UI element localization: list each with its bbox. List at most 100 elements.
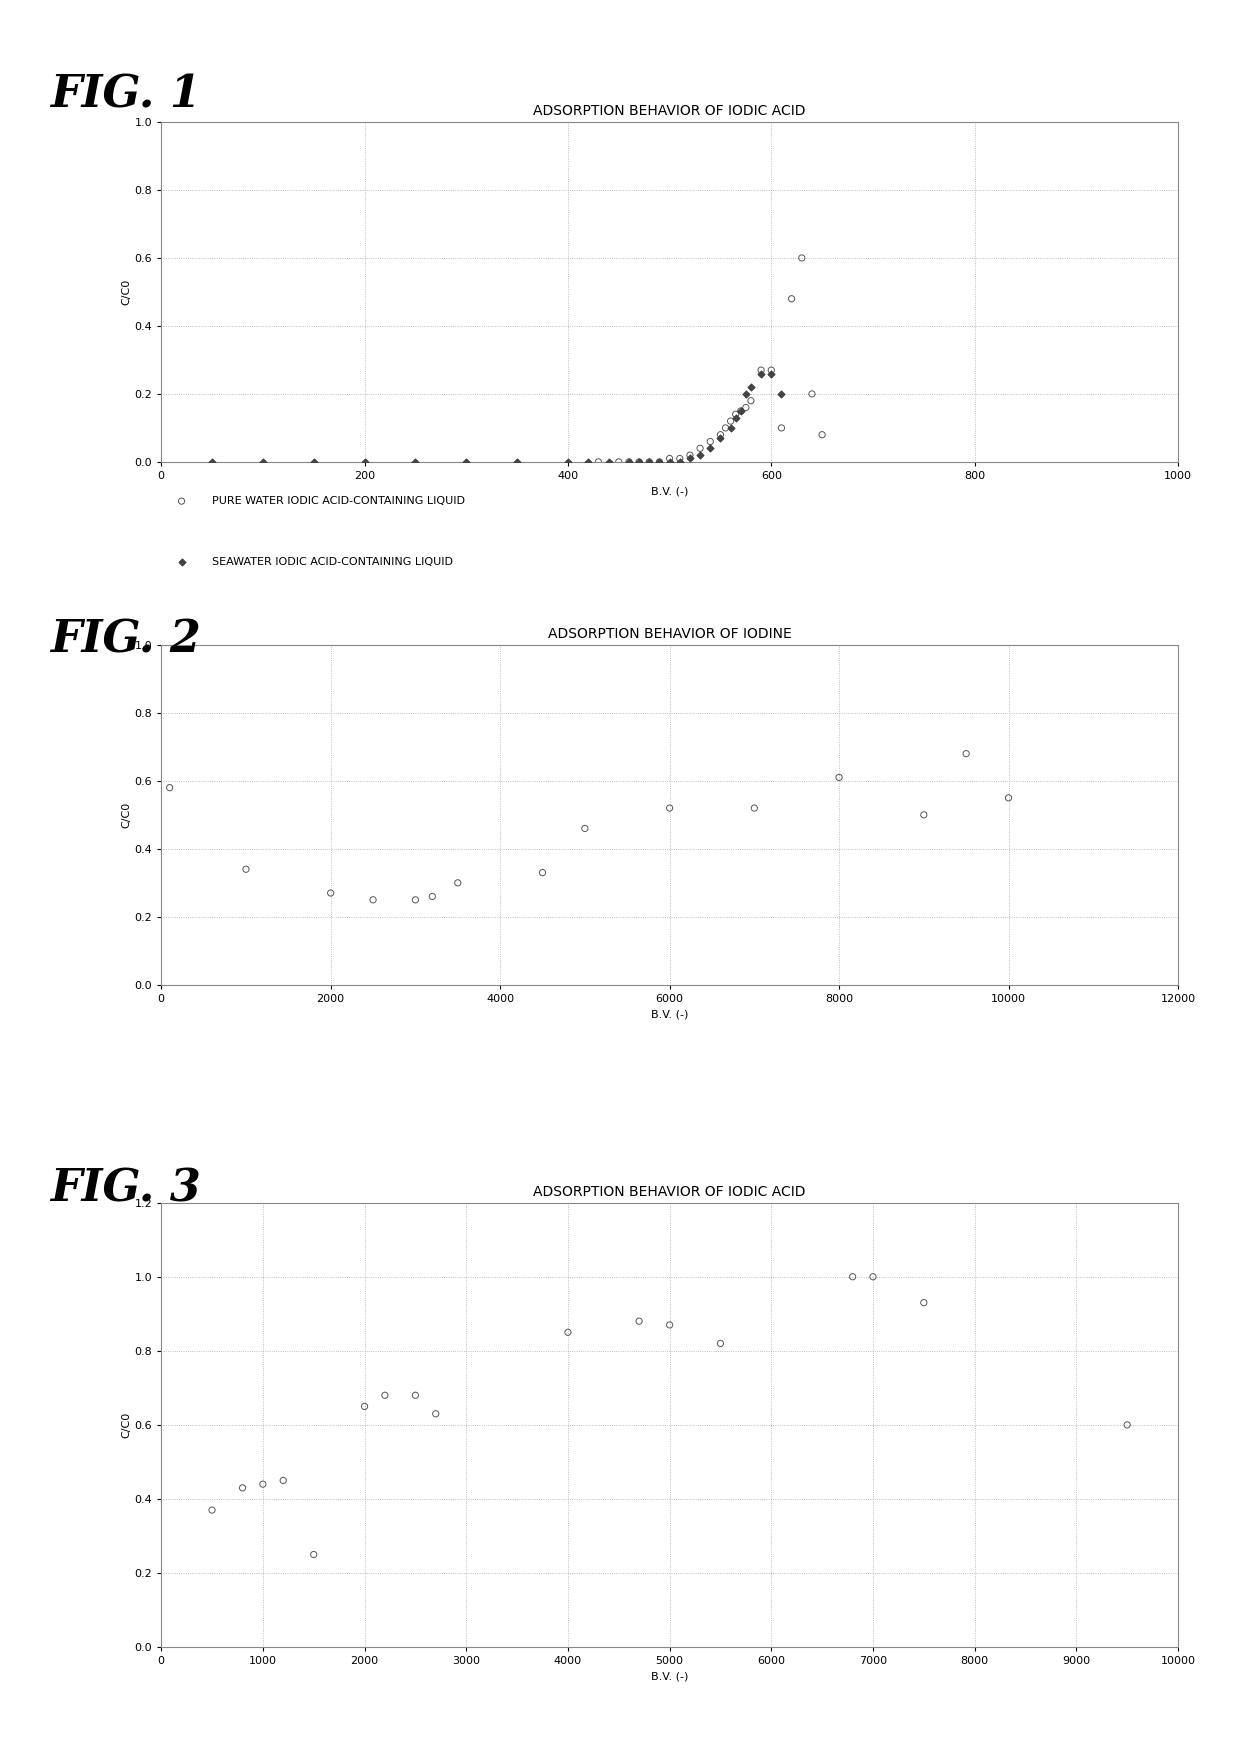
Point <box>321 878 341 906</box>
Point <box>640 448 660 476</box>
Point <box>589 448 609 476</box>
Point <box>761 359 781 387</box>
Point <box>691 441 711 469</box>
Text: PURE WATER IODIC ACID-CONTAINING LIQUID: PURE WATER IODIC ACID-CONTAINING LIQUID <box>212 497 465 505</box>
Point <box>507 448 527 476</box>
Point <box>725 401 745 429</box>
Point <box>423 882 443 910</box>
Point <box>802 380 822 408</box>
Point <box>670 448 689 476</box>
Point <box>160 774 180 802</box>
Point <box>725 404 745 432</box>
Point <box>660 1311 680 1339</box>
Point <box>1117 1412 1137 1440</box>
X-axis label: B.V. (-): B.V. (-) <box>651 1009 688 1020</box>
Point <box>711 420 730 448</box>
Point <box>737 380 756 408</box>
Point <box>737 394 756 422</box>
Point <box>374 1380 394 1408</box>
Point <box>575 814 595 842</box>
Y-axis label: C/C0: C/C0 <box>122 1412 131 1438</box>
Y-axis label: C/C0: C/C0 <box>122 279 131 305</box>
Point <box>304 1541 324 1569</box>
Point <box>742 387 761 415</box>
Point <box>629 1307 649 1335</box>
Point <box>830 763 849 791</box>
Point <box>670 444 689 472</box>
Text: FIG. 3: FIG. 3 <box>50 1168 201 1211</box>
Point <box>843 1262 863 1290</box>
Point <box>781 284 801 312</box>
Point <box>771 380 791 408</box>
Point <box>202 448 222 476</box>
Point <box>863 1262 883 1290</box>
Point <box>425 1400 445 1428</box>
Point <box>680 441 699 469</box>
Point <box>253 1471 273 1499</box>
Point <box>619 448 639 476</box>
Point <box>253 448 273 476</box>
Title: ADSORPTION BEHAVIOR OF IODINE: ADSORPTION BEHAVIOR OF IODINE <box>548 627 791 641</box>
Point <box>405 448 425 476</box>
Point <box>680 444 699 472</box>
Point <box>914 802 934 830</box>
Text: FIG. 2: FIG. 2 <box>50 619 201 662</box>
Point <box>456 448 476 476</box>
Point <box>742 373 761 401</box>
Point <box>405 1380 425 1408</box>
Point <box>812 420 832 448</box>
Point <box>304 448 324 476</box>
Point <box>715 415 735 443</box>
Point <box>730 397 750 425</box>
Point <box>730 397 750 425</box>
Point <box>998 784 1018 812</box>
Point <box>744 795 764 823</box>
Point <box>844 241 864 268</box>
Point <box>691 434 711 462</box>
Point <box>660 448 680 476</box>
Point <box>355 1393 374 1421</box>
Point <box>405 885 425 913</box>
Text: SEAWATER IODIC ACID-CONTAINING LIQUID: SEAWATER IODIC ACID-CONTAINING LIQUID <box>212 558 453 566</box>
Point <box>609 448 629 476</box>
Point <box>273 1466 293 1494</box>
Point <box>202 1495 222 1523</box>
Point <box>701 434 720 462</box>
X-axis label: B.V. (-): B.V. (-) <box>651 486 688 497</box>
Point <box>558 1318 578 1346</box>
Point <box>761 356 781 383</box>
Point <box>711 424 730 451</box>
Text: FIG. 1: FIG. 1 <box>50 73 201 117</box>
X-axis label: B.V. (-): B.V. (-) <box>651 1672 688 1682</box>
Point <box>558 448 578 476</box>
Point <box>619 448 639 476</box>
Point <box>599 448 619 476</box>
Point <box>650 448 670 476</box>
Y-axis label: C/C0: C/C0 <box>122 802 131 828</box>
Point <box>720 408 740 436</box>
Point <box>533 859 553 887</box>
Point <box>956 739 976 767</box>
Point <box>640 448 660 476</box>
Point <box>660 444 680 472</box>
Point <box>751 356 771 383</box>
Point <box>363 885 383 913</box>
Point <box>701 427 720 455</box>
Title: ADSORPTION BEHAVIOR OF IODIC ACID: ADSORPTION BEHAVIOR OF IODIC ACID <box>533 1185 806 1199</box>
Point <box>236 856 255 884</box>
Title: ADSORPTION BEHAVIOR OF IODIC ACID: ADSORPTION BEHAVIOR OF IODIC ACID <box>533 105 806 119</box>
Point <box>711 1330 730 1358</box>
Point <box>660 795 680 823</box>
Point <box>233 1475 253 1502</box>
Point <box>720 415 740 443</box>
Point <box>629 448 649 476</box>
Point <box>751 359 771 387</box>
Point <box>914 1288 934 1316</box>
Point <box>355 448 374 476</box>
Point <box>629 448 649 476</box>
Point <box>650 448 670 476</box>
Point <box>578 448 598 476</box>
Point <box>771 415 791 443</box>
Point <box>792 244 812 272</box>
Point <box>448 870 467 898</box>
